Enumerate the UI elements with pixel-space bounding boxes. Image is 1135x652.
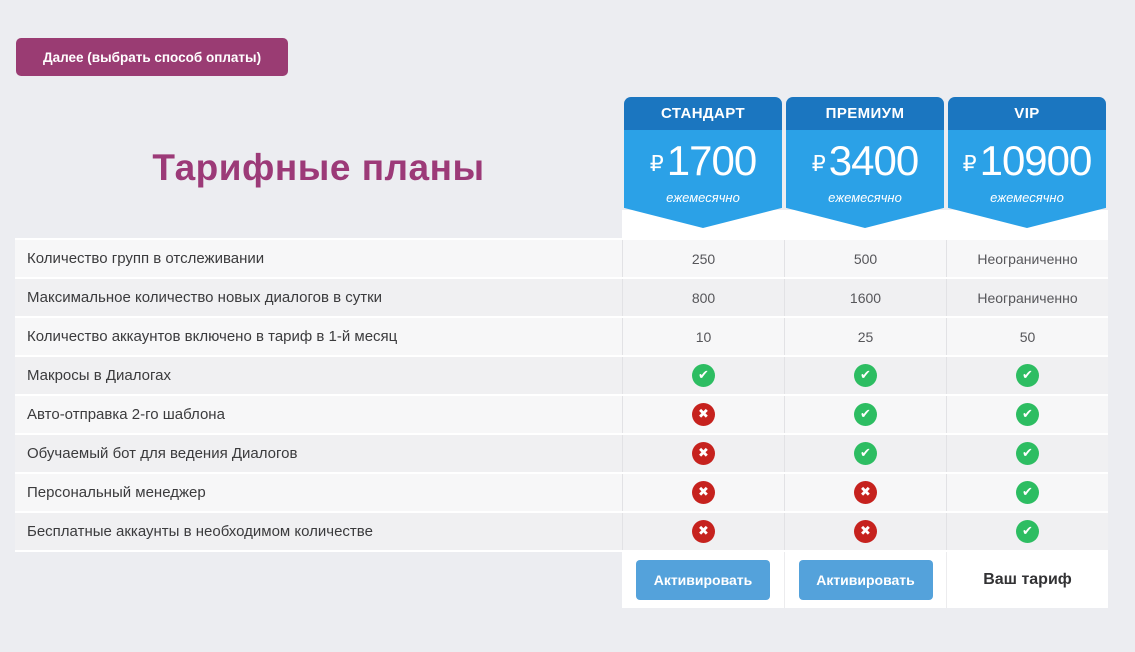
plan-name: СТАНДАРТ (624, 97, 782, 130)
table-row: Персональный менеджер ✖ ✖ ✔ (15, 474, 1108, 513)
feature-value-cell: 25 (784, 318, 946, 355)
feature-label: Максимальное количество новых диалогов в… (27, 289, 383, 306)
plan-banner-cell-premium: ПРЕМИУМ ₽3400 ежемесячно (784, 97, 946, 238)
plan-period: ежемесячно (666, 190, 740, 205)
cross-icon: ✖ (692, 403, 715, 426)
table-row: Макросы в Диалогах ✔ ✔ ✔ (15, 357, 1108, 396)
feature-value-cell: ✔ (946, 357, 1108, 394)
ruble-sign: ₽ (962, 151, 977, 176)
feature-value-cell: 1600 (784, 279, 946, 316)
next-payment-button[interactable]: Далее (выбрать способ оплаты) (16, 38, 289, 76)
price-amount: 3400 (828, 137, 919, 184)
cross-icon: ✖ (692, 442, 715, 465)
check-icon: ✔ (692, 364, 715, 387)
plan-name: VIP (948, 97, 1106, 130)
check-icon: ✔ (1016, 481, 1039, 504)
plan-banner-cell-vip: VIP ₽10900 ежемесячно (946, 97, 1108, 238)
check-icon: ✔ (854, 403, 877, 426)
plan-price: ₽3400 (786, 137, 944, 195)
feature-value-cell: ✖ (622, 513, 784, 550)
page-title: Тарифные планы (152, 146, 485, 188)
table-row: Максимальное количество новых диалогов в… (15, 279, 1108, 318)
feature-value-cell: ✖ (784, 513, 946, 550)
feature-value-cell: ✔ (784, 357, 946, 394)
feature-label: Бесплатные аккаунты в необходимом количе… (27, 523, 373, 540)
feature-value-cell: ✖ (622, 474, 784, 511)
title-cell: Тарифные планы (15, 97, 622, 238)
feature-value-cell: ✔ (946, 513, 1108, 550)
ruble-sign: ₽ (811, 151, 826, 176)
table-row: Обучаемый бот для ведения Диалогов ✖ ✔ ✔ (15, 435, 1108, 474)
feature-label: Количество групп в отслеживании (27, 250, 265, 267)
feature-value-cell: ✔ (946, 396, 1108, 433)
plan-name: ПРЕМИУМ (786, 97, 944, 130)
plan-banner-cell-standard: СТАНДАРТ ₽1700 ежемесячно (622, 97, 784, 238)
current-plan-label: Ваш тариф (983, 571, 1072, 588)
feature-value-cell: 800 (622, 279, 784, 316)
price-amount: 10900 (979, 137, 1093, 184)
feature-value-cell: ✔ (946, 474, 1108, 511)
feature-label: Макросы в Диалогах (27, 367, 171, 384)
plan-price-ribbon: ₽1700 ежемесячно (624, 130, 782, 228)
activate-button[interactable]: Активировать (636, 560, 770, 600)
plan-banner: ПРЕМИУМ ₽3400 ежемесячно (786, 97, 944, 228)
plan-footer-cell: Активировать (784, 552, 946, 608)
feature-value-cell: ✔ (784, 396, 946, 433)
plan-price: ₽10900 (948, 137, 1106, 195)
plan-price-ribbon: ₽3400 ежемесячно (786, 130, 944, 228)
feature-label: Количество аккаунтов включено в тариф в … (27, 328, 398, 345)
feature-value-cell: ✖ (784, 474, 946, 511)
feature-value-cell: Неограниченно (946, 279, 1108, 316)
cross-icon: ✖ (854, 481, 877, 504)
plan-banner: СТАНДАРТ ₽1700 ежемесячно (624, 97, 782, 228)
feature-value-cell: ✔ (946, 435, 1108, 472)
feature-value-cell: 500 (784, 240, 946, 277)
check-icon: ✔ (1016, 364, 1039, 387)
cross-icon: ✖ (854, 520, 877, 543)
feature-label: Авто-отправка 2-го шаблона (27, 406, 225, 423)
feature-value-cell: ✔ (784, 435, 946, 472)
cross-icon: ✖ (692, 481, 715, 504)
plan-banner: VIP ₽10900 ежемесячно (948, 97, 1106, 228)
plan-price: ₽1700 (624, 137, 782, 195)
feature-rows: Количество групп в отслеживании 250 500 … (15, 238, 1108, 552)
check-icon: ✔ (1016, 520, 1039, 543)
check-icon: ✔ (1016, 442, 1039, 465)
feature-value-cell: ✔ (622, 357, 784, 394)
feature-value-cell: 250 (622, 240, 784, 277)
feature-value-cell: ✖ (622, 396, 784, 433)
plan-footer-cell: Активировать (622, 552, 784, 608)
feature-value-cell: ✖ (622, 435, 784, 472)
feature-label: Персональный менеджер (27, 484, 206, 501)
check-icon: ✔ (854, 364, 877, 387)
check-icon: ✔ (854, 442, 877, 465)
price-amount: 1700 (666, 137, 757, 184)
activate-button[interactable]: Активировать (798, 560, 933, 600)
feature-value-cell: Неограниченно (946, 240, 1108, 277)
footer-spacer (15, 552, 622, 608)
table-row: Количество групп в отслеживании 250 500 … (15, 240, 1108, 279)
plans-header-row: Тарифные планы СТАНДАРТ ₽1700 ежемесячно… (15, 97, 1108, 238)
table-row: Бесплатные аккаунты в необходимом количе… (15, 513, 1108, 552)
pricing-table: Тарифные планы СТАНДАРТ ₽1700 ежемесячно… (15, 97, 1108, 608)
cross-icon: ✖ (692, 520, 715, 543)
plan-price-ribbon: ₽10900 ежемесячно (948, 130, 1106, 228)
feature-value-cell: 10 (622, 318, 784, 355)
table-row: Количество аккаунтов включено в тариф в … (15, 318, 1108, 357)
feature-value-cell: 50 (946, 318, 1108, 355)
plans-footer-row: Активировать Активировать Ваш тариф (15, 552, 1108, 608)
plan-period: ежемесячно (828, 190, 902, 205)
plan-period: ежемесячно (990, 190, 1064, 205)
ruble-sign: ₽ (649, 151, 664, 176)
table-row: Авто-отправка 2-го шаблона ✖ ✔ ✔ (15, 396, 1108, 435)
plan-footer-cell: Ваш тариф (946, 552, 1108, 608)
check-icon: ✔ (1016, 403, 1039, 426)
feature-label: Обучаемый бот для ведения Диалогов (27, 445, 298, 462)
